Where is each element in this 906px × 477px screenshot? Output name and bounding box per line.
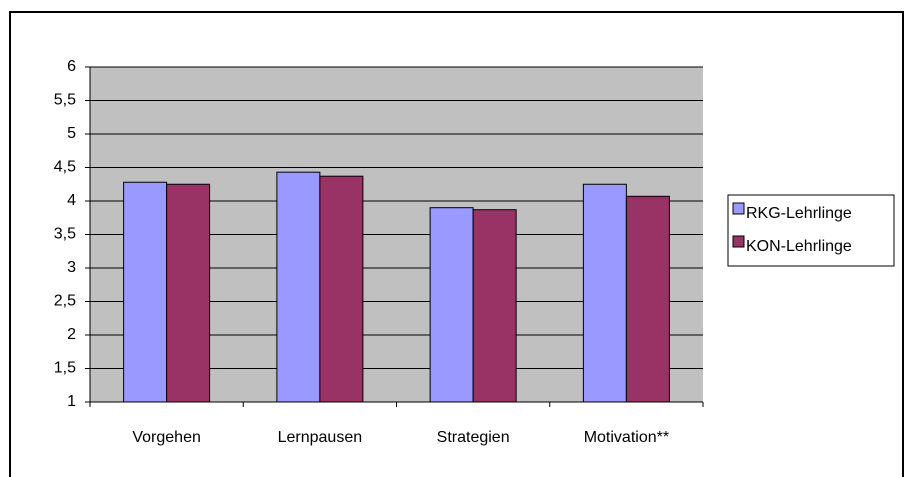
y-tick-label: 5,5 <box>54 92 76 109</box>
y-tick-label: 6 <box>67 58 76 75</box>
bar <box>429 207 474 403</box>
x-tick-label: Vorgehen <box>132 429 201 446</box>
bar <box>166 183 211 403</box>
y-tick-label: 2 <box>67 326 76 343</box>
y-tick-label: 4 <box>67 192 76 209</box>
legend-label: KON-Lehrlinge <box>746 238 852 255</box>
chart-frame <box>9 11 904 477</box>
y-tick-label: 3 <box>67 259 76 276</box>
legend-label: RKG-Lehrlinge <box>746 205 852 222</box>
bar <box>582 183 627 403</box>
bar <box>123 181 168 403</box>
legend-box <box>727 194 895 267</box>
legend-swatch <box>732 235 745 248</box>
y-tick-label: 2,5 <box>54 293 76 310</box>
y-tick-label: 1 <box>67 393 76 410</box>
bar <box>319 175 364 403</box>
x-tick-label: Lernpausen <box>278 429 363 446</box>
bar <box>625 195 670 403</box>
x-tick-label: Strategien <box>437 429 510 446</box>
y-tick-label: 4,5 <box>54 159 76 176</box>
bar <box>472 209 517 403</box>
y-tick-label: 1,5 <box>54 360 76 377</box>
x-tick-label: Motivation** <box>584 429 669 446</box>
legend-swatch <box>732 202 745 215</box>
y-tick-label: 5 <box>67 125 76 142</box>
y-tick-label: 3,5 <box>54 226 76 243</box>
bar <box>276 171 321 403</box>
